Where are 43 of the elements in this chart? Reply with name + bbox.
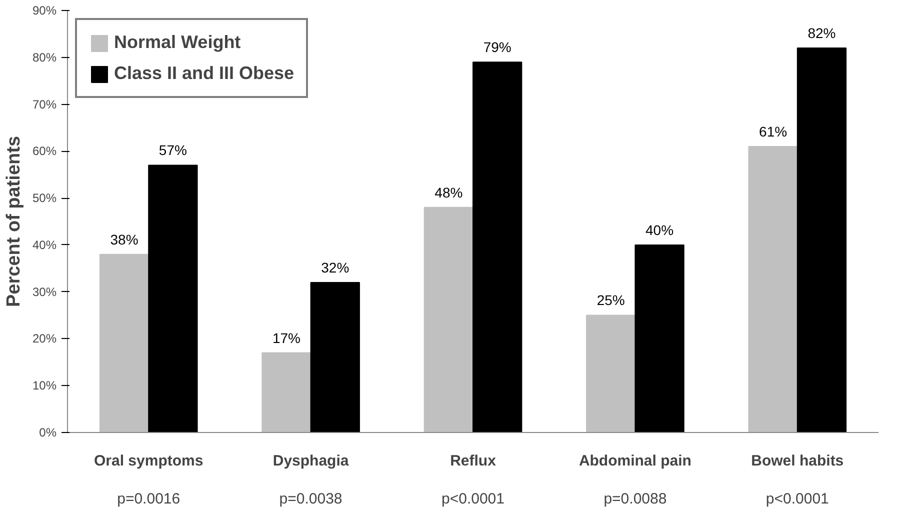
data-label: 32% — [321, 259, 350, 276]
y-tick-label: 50% — [32, 191, 57, 206]
data-label: 79% — [483, 39, 512, 56]
bar — [634, 244, 684, 432]
x-tick-label: Reflux — [450, 452, 497, 470]
bar — [586, 314, 636, 432]
legend-label: Normal Weight — [114, 32, 241, 53]
y-axis-title: Percent of patients — [3, 136, 24, 308]
y-tick-label: 70% — [32, 97, 57, 112]
y-tick-label: 20% — [32, 332, 57, 346]
y-tick-label: 30% — [32, 284, 57, 299]
y-tick-label: 60% — [32, 144, 57, 158]
data-label: 40% — [646, 222, 674, 238]
data-label: 82% — [808, 24, 836, 41]
bar — [796, 48, 847, 432]
text: p<0.0001 — [442, 490, 504, 508]
y-tick-label: 80% — [32, 50, 57, 64]
x-tick-label: Bowel habits — [751, 452, 844, 470]
bar — [472, 62, 522, 432]
bar — [424, 206, 474, 432]
data-label: 61% — [759, 123, 788, 140]
bar — [148, 164, 198, 432]
data-label: 48% — [434, 184, 463, 200]
x-tick-label: Dysphagia — [272, 452, 350, 470]
data-label: 17% — [272, 330, 300, 346]
y-tick-label: 0% — [39, 426, 57, 440]
x-tick-label: Abdominal pain — [578, 452, 692, 470]
data-label: 38% — [110, 231, 138, 248]
text: p=0.0016 — [117, 490, 180, 508]
y-tick-label: 10% — [32, 378, 57, 393]
y-tick-label: 40% — [32, 238, 57, 252]
data-label: 57% — [158, 142, 187, 158]
legend-label: Class II and III Obese — [114, 63, 294, 84]
text: p=0.0038 — [279, 490, 342, 508]
bar — [99, 254, 150, 432]
text: p<0.0001 — [766, 490, 829, 508]
data-label: 25% — [596, 292, 625, 308]
y-tick-label: 90% — [32, 4, 57, 18]
bar — [310, 282, 360, 432]
bar — [748, 146, 798, 432]
text: p=0.0088 — [604, 490, 667, 508]
bar — [262, 352, 312, 432]
x-tick-label: Oral symptoms — [94, 452, 204, 470]
